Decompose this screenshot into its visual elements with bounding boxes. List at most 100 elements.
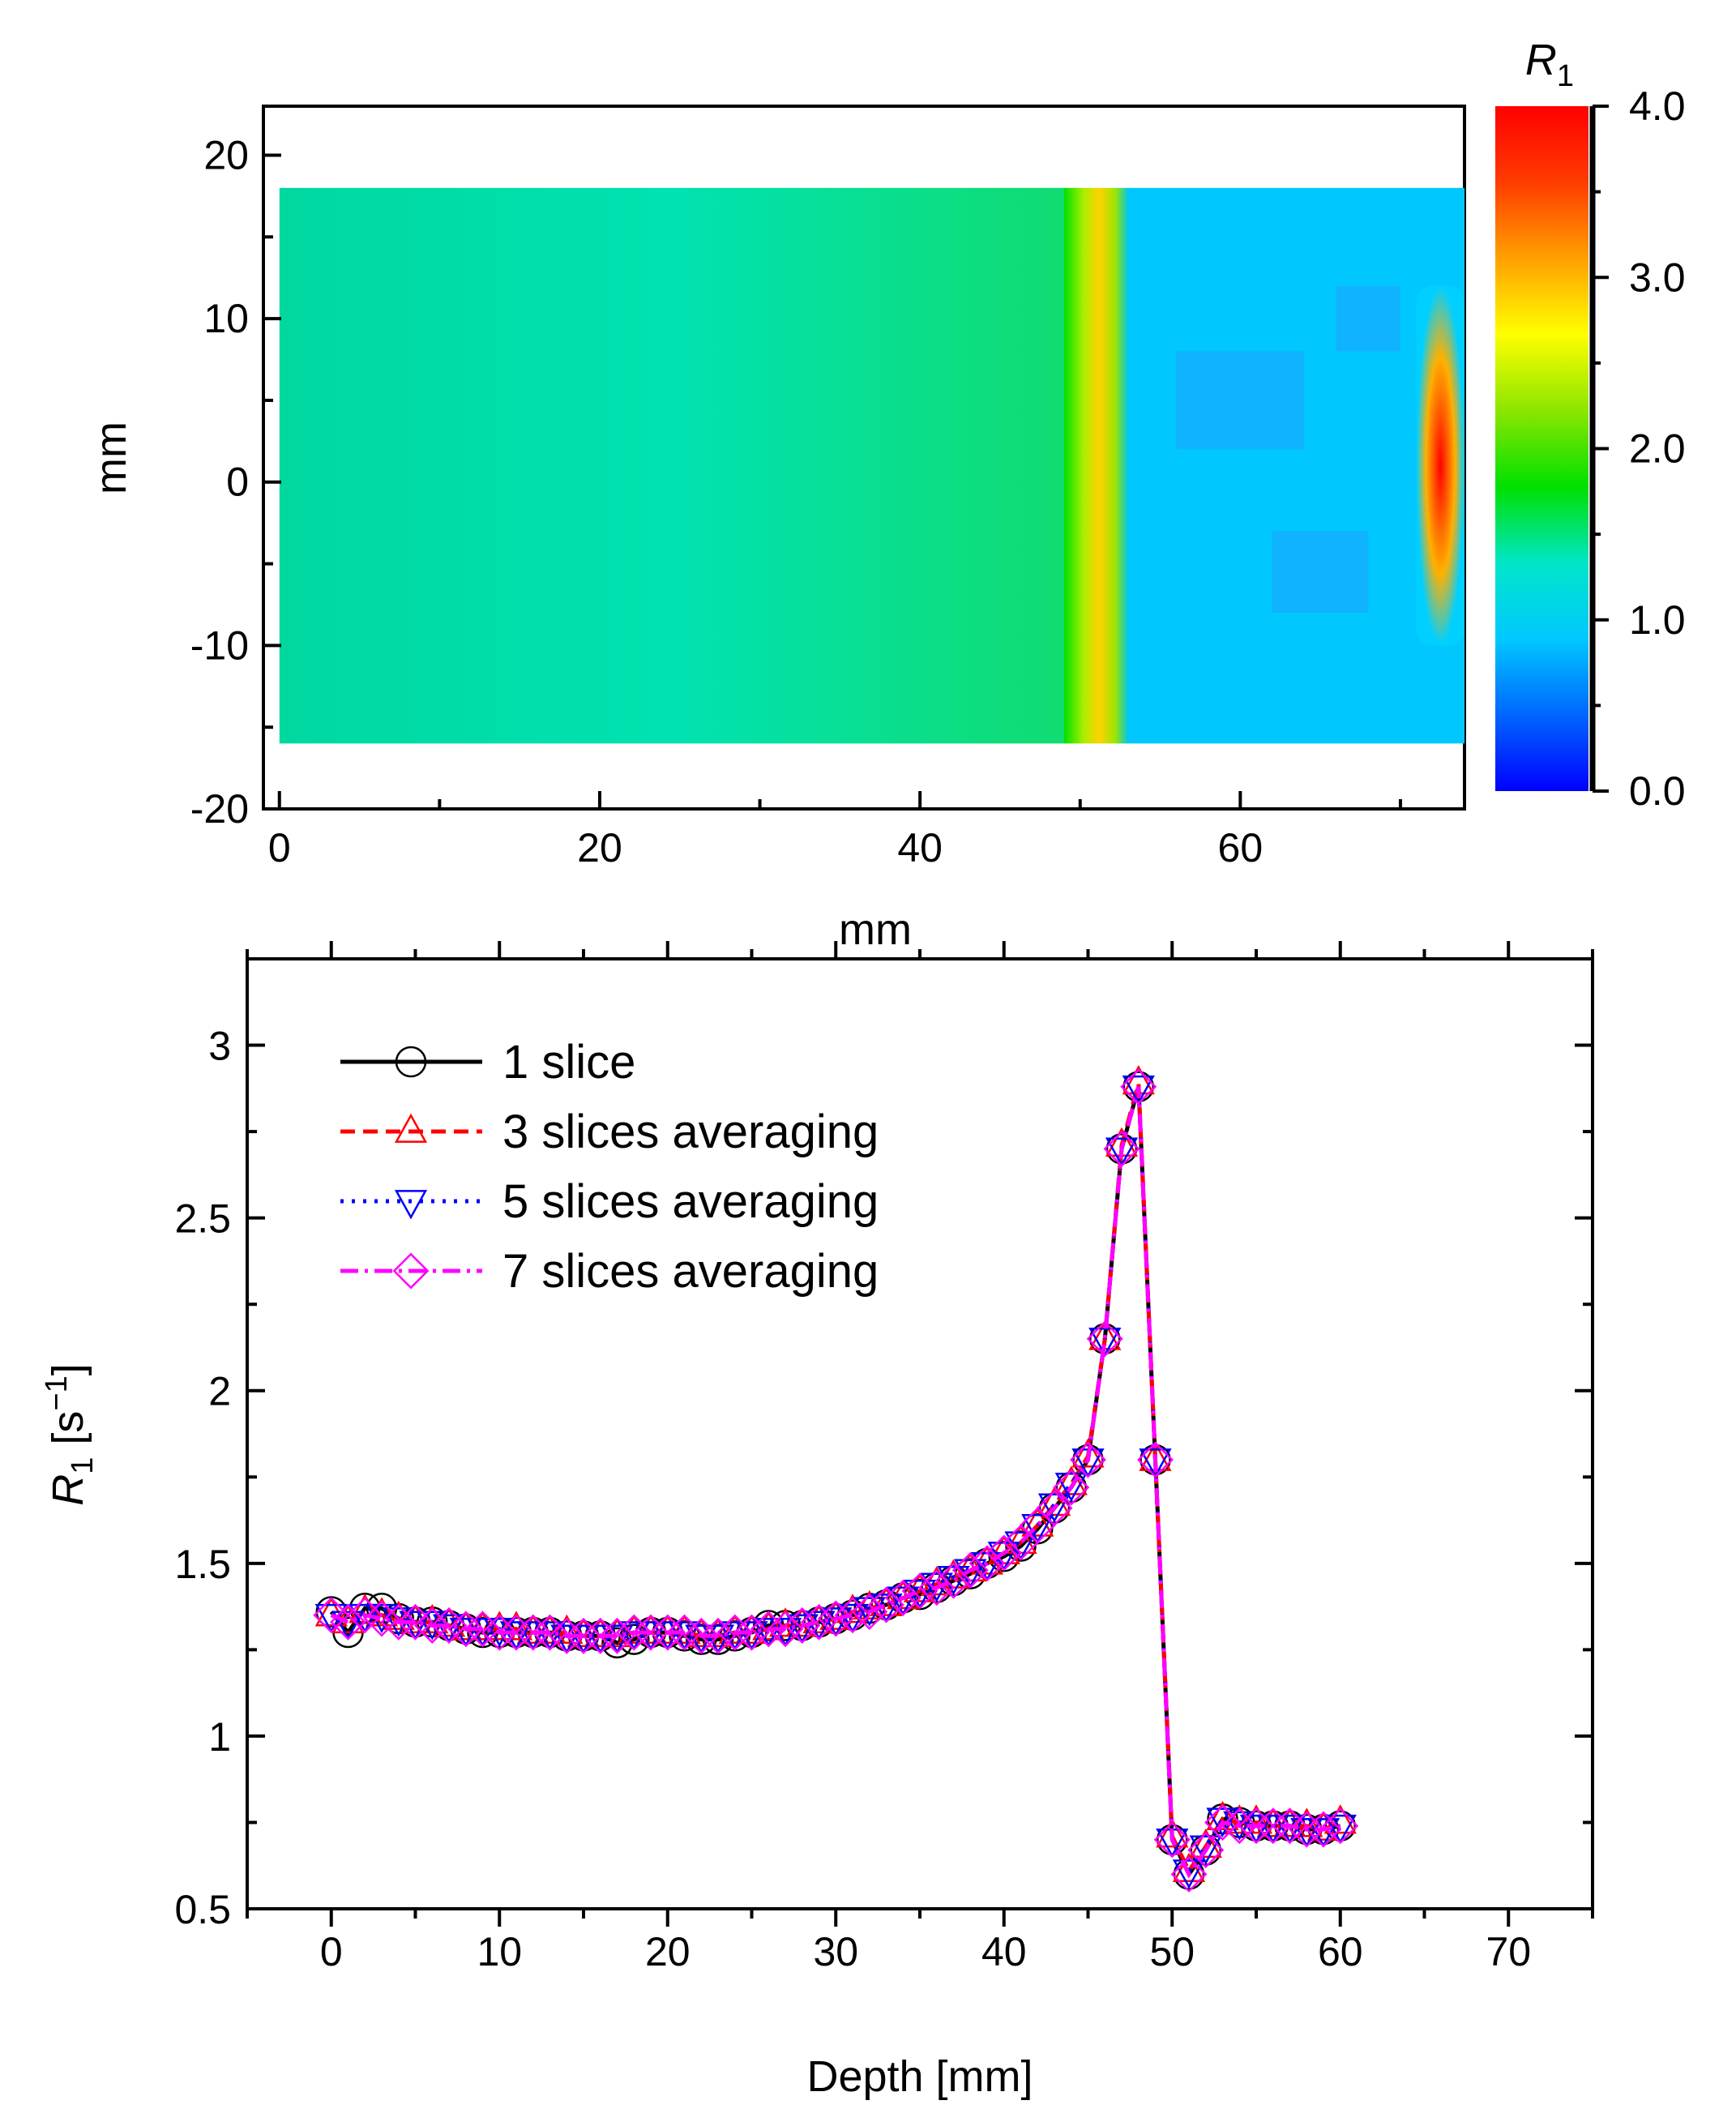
legend-label: 5 slices averaging: [502, 1175, 879, 1228]
line-x-tick-label: 40: [981, 1929, 1027, 1974]
heatmap-y-tick-label: -10: [190, 622, 249, 668]
legend-label: 3 slices averaging: [502, 1106, 879, 1158]
colorbar-tick-label: 4.0: [1629, 83, 1686, 129]
data-point: [651, 1621, 684, 1651]
data-point: [1187, 1832, 1225, 1868]
data-point: [935, 1562, 972, 1599]
line-series-group: [313, 1065, 1359, 1893]
data-point: [464, 1611, 501, 1648]
colorbar: 0.0 1.0 2.0 3.0 4.0 R1: [1495, 36, 1686, 814]
heatmap-region-right-sample: [1128, 187, 1464, 744]
data-point: [1105, 1137, 1139, 1167]
data-point: [1172, 1852, 1206, 1882]
heatmap-x-tick-label: 60: [1218, 825, 1264, 871]
line-y-tick-label: 0.5: [174, 1887, 231, 1932]
data-point: [1255, 1807, 1292, 1845]
data-point: [868, 1586, 904, 1623]
heatmap-panel: 0 20 40 60 -20 -10 0 10 20 mm mm: [87, 105, 1466, 954]
data-point: [1139, 1448, 1172, 1478]
line-x-tick-label: 0: [320, 1929, 343, 1974]
colorbar-title-main: R: [1525, 36, 1557, 84]
heatmap-ticks: [263, 153, 1402, 811]
data-point: [1103, 1130, 1140, 1167]
line-y-axis-title-unit: [s: [44, 1411, 92, 1457]
data-point: [1256, 1814, 1289, 1845]
data-point: [331, 1611, 365, 1641]
heatmap-y-tick-label: 20: [203, 132, 249, 178]
heatmap-y-tick-label: 0: [226, 460, 249, 505]
heatmap-x-tick-label: 40: [897, 825, 943, 871]
data-point: [682, 1617, 720, 1654]
line-y-axis-title: R1 [s−1]: [40, 1363, 100, 1506]
data-point: [499, 1621, 533, 1651]
line-panel: 0 10 20 30 40 50 60 70 0.5 1 1.5 2 2.5 3 1 slice 3 sl…: [40, 941, 1594, 2101]
data-point: [481, 1614, 518, 1651]
data-point: [1238, 1807, 1275, 1845]
data-point: [1071, 1438, 1105, 1468]
line-x-tick-label: 70: [1486, 1929, 1531, 1974]
colorbar-fill: [1495, 106, 1588, 791]
heatmap-region-interface-peak: [1064, 187, 1128, 744]
heatmap-y-tick-label: 10: [203, 296, 249, 341]
data-point: [918, 1569, 956, 1606]
line-x-tick-label: 50: [1149, 1929, 1195, 1974]
data-point: [582, 1617, 619, 1654]
data-point: [584, 1624, 617, 1654]
heatmap-x-axis-title: mm: [839, 905, 912, 954]
line-x-tick-label: 30: [813, 1929, 858, 1974]
data-point: [618, 1623, 650, 1655]
data-point: [515, 1614, 552, 1651]
line-y-tick-label: 2.5: [174, 1196, 231, 1242]
heatmap-regions: [279, 187, 1464, 744]
data-point: [1036, 1490, 1073, 1527]
data-point: [430, 1607, 468, 1644]
data-point: [498, 1614, 535, 1651]
data-point: [618, 1621, 651, 1651]
data-point: [397, 1603, 434, 1641]
line-x-tick-label: 20: [645, 1929, 691, 1974]
line-y-axis-title-main: R: [44, 1474, 92, 1506]
legend-item: 5 slices averaging: [340, 1175, 879, 1228]
data-point: [1054, 1465, 1088, 1495]
colorbar-ticks: 0.0 1.0 2.0 3.0 4.0: [1593, 83, 1686, 814]
heatmap-texture-patch: [1176, 351, 1305, 450]
data-point: [834, 1597, 871, 1634]
heatmap-y-tick-labels: -20 -10 0 10 20: [190, 132, 249, 832]
heatmap-y-tick-label: -20: [190, 786, 249, 832]
data-point: [1153, 1821, 1191, 1859]
data-point: [851, 1594, 888, 1630]
data-point: [1189, 1835, 1222, 1865]
data-point: [1189, 1828, 1222, 1859]
legend-marker: [394, 1113, 428, 1143]
data-point: [699, 1617, 737, 1654]
data-point: [666, 1614, 703, 1651]
data-point: [986, 1534, 1023, 1572]
data-point: [1323, 1814, 1357, 1845]
data-point: [1156, 1818, 1189, 1848]
data-point: [1288, 1811, 1325, 1848]
colorbar-title-subscript: 1: [1557, 59, 1574, 93]
data-point: [1037, 1493, 1071, 1523]
data-point: [1054, 1472, 1088, 1503]
data-point: [1204, 1804, 1241, 1841]
data-point: [750, 1611, 787, 1648]
data-point: [1272, 1807, 1308, 1845]
data-point: [1088, 1327, 1122, 1358]
heatmap-texture-patch: [1336, 285, 1400, 352]
data-point: [1172, 1859, 1206, 1889]
line-y-axis-title-close: ]: [44, 1363, 92, 1375]
data-point: [1322, 1807, 1359, 1845]
data-point: [951, 1551, 989, 1589]
data-point: [649, 1614, 686, 1651]
line-x-tick-labels: 0 10 20 30 40 50 60 70: [320, 1929, 1531, 1974]
line-y-tick-labels: 0.5 1 1.5 2 2.5 3: [174, 1024, 231, 1932]
data-point: [330, 1603, 366, 1641]
heatmap-texture-patch: [1272, 531, 1369, 613]
data-point: [565, 1617, 602, 1654]
data-point: [1021, 1514, 1054, 1544]
legend-item: 1 slice: [340, 1036, 635, 1089]
data-point: [548, 1617, 585, 1654]
legend-label: 1 slice: [502, 1036, 635, 1089]
data-point: [733, 1614, 770, 1651]
